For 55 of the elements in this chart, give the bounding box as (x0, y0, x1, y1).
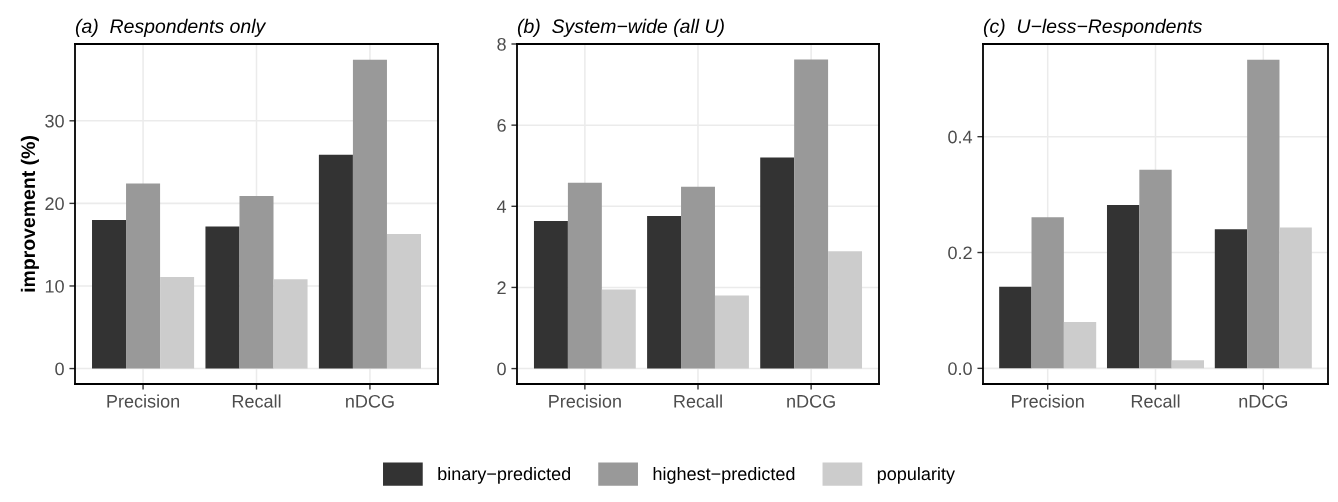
bar (999, 286, 1032, 369)
legend-label: binary−predicted (438, 466, 571, 484)
legend-label: popularity (877, 466, 955, 484)
y-tick-label: 6 (497, 119, 506, 132)
bar (714, 295, 749, 369)
bar (273, 279, 308, 369)
bar (533, 220, 568, 369)
bar (318, 154, 353, 369)
x-tick-label: nDCG (346, 394, 394, 408)
y-tick-label: 0 (55, 362, 64, 376)
bar (828, 251, 863, 369)
y-tick-label: 30 (45, 114, 64, 128)
bar (1139, 169, 1172, 369)
bar (1031, 217, 1064, 369)
bar (239, 195, 274, 369)
bar (1247, 59, 1280, 369)
bar (126, 183, 161, 369)
bar (386, 233, 421, 369)
bar (567, 182, 602, 369)
chart-title: (c) U−less−Respondents (983, 18, 1202, 37)
x-tick-label: Precision (107, 394, 180, 408)
y-tick-label: 0.2 (948, 246, 972, 260)
y-tick-label: 0.0 (948, 362, 972, 376)
x-tick-label: Recall (1131, 394, 1180, 408)
y-axis-title: improvement (%) (20, 136, 39, 292)
bar (205, 226, 240, 369)
y-tick-label: 8 (497, 37, 506, 51)
chart-title: (a) Respondents only (75, 18, 267, 37)
bar (1106, 205, 1140, 369)
y-tick-label: 10 (45, 279, 64, 293)
y-tick-label: 2 (497, 281, 506, 294)
legend-label: highest−predicted (653, 466, 795, 484)
bar (681, 186, 715, 369)
x-tick-label: Recall (232, 394, 281, 408)
y-tick-label: 0 (497, 362, 506, 376)
bar (760, 157, 795, 369)
bar (352, 59, 387, 369)
x-tick-label: nDCG (787, 394, 835, 408)
bar (794, 59, 829, 369)
x-tick-label: Precision (549, 394, 621, 408)
bar (1279, 227, 1312, 369)
bar (601, 289, 636, 369)
y-tick-label: 4 (496, 200, 507, 213)
bar (160, 276, 195, 369)
x-tick-label: Recall (674, 394, 722, 408)
y-tick-label: 20 (45, 197, 64, 211)
bar (92, 219, 127, 369)
bar (647, 216, 682, 369)
x-tick-label: Precision (1012, 394, 1084, 408)
chart-title: (b) System−wide (all U) (517, 18, 724, 37)
x-tick-label: nDCG (1239, 394, 1288, 408)
y-tick-label: 0.4 (948, 130, 973, 144)
bar (1063, 322, 1097, 369)
bar (1171, 360, 1205, 369)
bar (1214, 229, 1248, 369)
